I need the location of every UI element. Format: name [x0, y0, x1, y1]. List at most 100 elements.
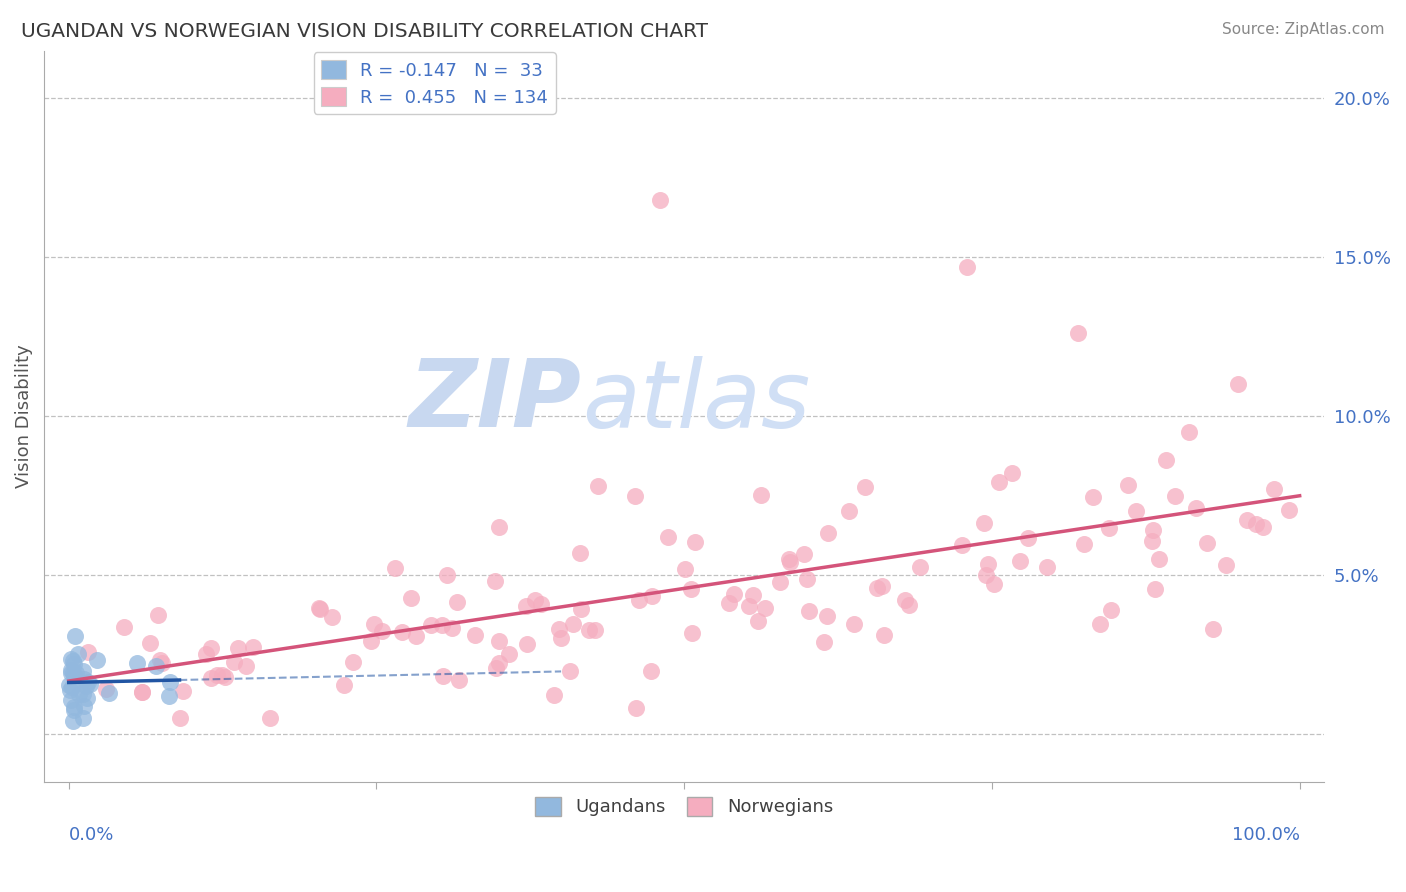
Point: [1178, 425, 1201, 439]
Point: [1036, 559, 1059, 574]
Point: [211, 667, 233, 681]
Point: [723, 587, 745, 601]
Point: [62, 665, 84, 680]
Point: [131, 684, 153, 698]
Text: Source: ZipAtlas.com: Source: ZipAtlas.com: [1222, 22, 1385, 37]
Point: [60, 666, 83, 681]
Point: [751, 487, 773, 501]
Point: [813, 635, 835, 649]
Point: [561, 617, 583, 632]
Point: [112, 619, 135, 633]
Point: [59, 663, 82, 677]
Point: [973, 516, 995, 530]
Point: [58, 678, 80, 692]
Point: [983, 577, 1005, 591]
Point: [1202, 622, 1225, 636]
Point: [524, 592, 547, 607]
Point: [432, 669, 454, 683]
Point: [360, 634, 382, 648]
Point: [1000, 466, 1022, 480]
Point: [1263, 482, 1285, 496]
Point: [778, 552, 800, 566]
Point: [1164, 489, 1187, 503]
Point: [59, 683, 82, 698]
Point: [1088, 617, 1111, 632]
Point: [908, 559, 931, 574]
Point: [98, 685, 121, 699]
Point: [1008, 554, 1031, 568]
Point: [1227, 377, 1250, 392]
Point: [873, 628, 896, 642]
Point: [384, 561, 406, 575]
Text: atlas: atlas: [582, 356, 810, 447]
Point: [73, 672, 96, 686]
Point: [569, 602, 592, 616]
Point: [62, 668, 84, 682]
Point: [624, 489, 647, 503]
Point: [76, 674, 98, 689]
Legend: Ugandans, Norwegians: Ugandans, Norwegians: [529, 789, 841, 823]
Point: [747, 614, 769, 628]
Point: [259, 711, 281, 725]
Point: [956, 260, 979, 274]
Point: [405, 629, 427, 643]
Point: [205, 668, 228, 682]
Point: [681, 582, 703, 596]
Point: [72, 664, 94, 678]
Point: [66, 648, 89, 662]
Point: [894, 593, 917, 607]
Text: 0.0%: 0.0%: [69, 826, 114, 844]
Point: [866, 582, 889, 596]
Point: [228, 640, 250, 655]
Point: [627, 593, 650, 607]
Point: [1156, 453, 1178, 467]
Point: [1073, 537, 1095, 551]
Point: [488, 520, 510, 534]
Point: [673, 562, 696, 576]
Point: [235, 658, 257, 673]
Point: [1144, 582, 1167, 597]
Point: [683, 535, 706, 549]
Point: [530, 597, 553, 611]
Point: [1197, 536, 1219, 550]
Point: [63, 657, 86, 671]
Point: [1251, 520, 1274, 534]
Point: [447, 673, 470, 688]
Point: [578, 623, 600, 637]
Point: [640, 665, 662, 679]
Point: [1236, 513, 1258, 527]
Point: [76, 690, 98, 705]
Point: [72, 686, 94, 700]
Point: [1099, 602, 1122, 616]
Point: [149, 653, 172, 667]
Point: [1246, 516, 1268, 531]
Point: [1116, 477, 1139, 491]
Point: [898, 599, 921, 613]
Point: [321, 610, 343, 624]
Text: 100.0%: 100.0%: [1232, 826, 1299, 844]
Point: [60, 681, 83, 695]
Point: [583, 623, 606, 637]
Point: [440, 621, 463, 635]
Point: [72, 711, 94, 725]
Point: [79, 676, 101, 690]
Point: [138, 636, 160, 650]
Point: [157, 690, 180, 704]
Point: [76, 645, 98, 659]
Point: [1017, 531, 1039, 545]
Point: [799, 604, 821, 618]
Point: [1215, 558, 1237, 573]
Point: [515, 599, 537, 613]
Point: [214, 670, 236, 684]
Point: [67, 687, 90, 701]
Y-axis label: Vision Disability: Vision Disability: [15, 344, 32, 488]
Point: [586, 479, 609, 493]
Point: [817, 525, 839, 540]
Point: [1278, 503, 1301, 517]
Point: [498, 647, 520, 661]
Point: [488, 633, 510, 648]
Point: [769, 574, 792, 589]
Point: [950, 538, 973, 552]
Point: [342, 655, 364, 669]
Point: [717, 596, 740, 610]
